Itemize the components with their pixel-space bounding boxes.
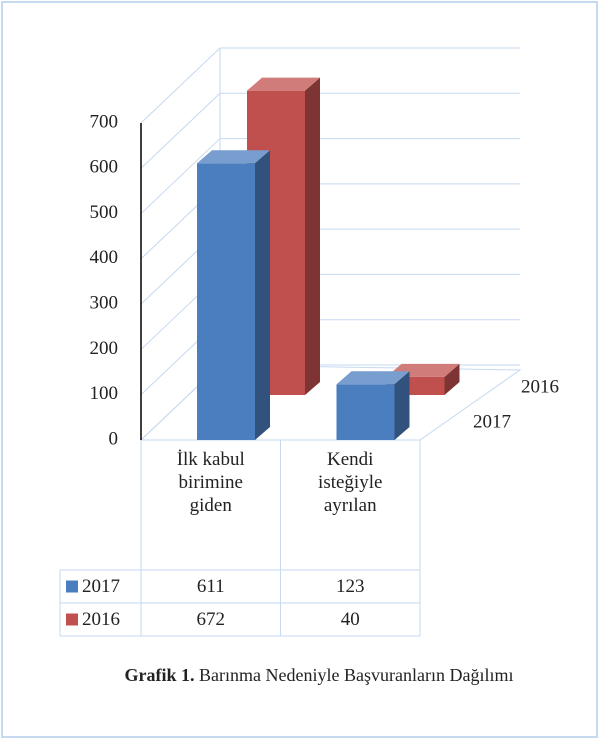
y-tick-label: 200 bbox=[90, 338, 119, 359]
y-tick-label: 700 bbox=[90, 111, 119, 132]
category-label: İlk kabul birimine giden bbox=[176, 449, 245, 516]
table-value: 672 bbox=[197, 609, 226, 630]
bar bbox=[197, 163, 255, 440]
depth-label: 2016 bbox=[521, 376, 559, 397]
bar bbox=[336, 384, 395, 440]
legend-key bbox=[66, 580, 78, 593]
table-value: 40 bbox=[341, 609, 360, 630]
caption-label: Grafik 1. bbox=[124, 665, 195, 685]
bar-top bbox=[336, 371, 410, 385]
table-value: 611 bbox=[197, 576, 225, 597]
bar-side bbox=[444, 363, 460, 395]
legend-label: 2016 bbox=[82, 609, 120, 630]
bar-side bbox=[255, 150, 270, 440]
caption-text: Barınma Nedeniyle Başvuranların Dağılımı bbox=[199, 665, 514, 685]
grid-line bbox=[140, 92, 221, 169]
table-value: 123 bbox=[336, 576, 365, 597]
bar-side bbox=[305, 77, 320, 396]
y-tick-label: 300 bbox=[90, 293, 119, 314]
category-label: Kendi isteğiyle ayrılan bbox=[318, 449, 383, 516]
bar-top bbox=[247, 77, 320, 91]
y-tick-label: 600 bbox=[90, 157, 119, 178]
y-tick-label: 100 bbox=[90, 383, 119, 404]
grid-line bbox=[140, 47, 221, 124]
y-tick-label: 0 bbox=[109, 428, 119, 449]
y-tick-label: 400 bbox=[90, 247, 119, 268]
bar-top bbox=[197, 150, 270, 164]
depth-label: 2017 bbox=[473, 411, 511, 432]
grid-line bbox=[140, 138, 221, 214]
caption: Grafik 1. Barınma Nedeniyle Başvuranları… bbox=[60, 662, 578, 688]
bar-side bbox=[394, 371, 410, 440]
y-tick-label: 500 bbox=[90, 202, 119, 223]
legend-key bbox=[66, 613, 78, 626]
legend-label: 2017 bbox=[82, 576, 120, 597]
